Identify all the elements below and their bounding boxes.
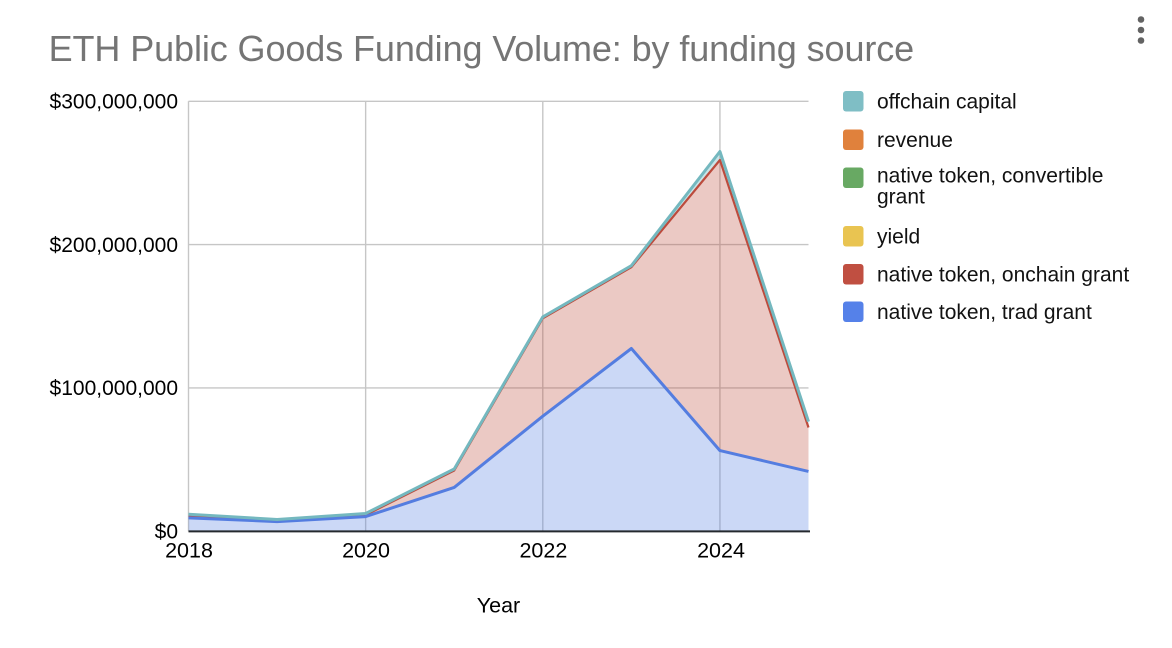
svg-text:$300,000,000: $300,000,000 [50,91,178,114]
svg-text:2024: 2024 [697,539,745,563]
svg-text:revenue: revenue [877,129,953,152]
svg-text:native token, trad grant: native token, trad grant [877,301,1092,324]
svg-text:ETH Public Goods Funding Volum: ETH Public Goods Funding Volume: by fund… [49,28,915,69]
svg-text:2020: 2020 [342,539,390,563]
svg-text:grant: grant [877,185,925,208]
svg-text:native token, onchain grant: native token, onchain grant [877,263,1129,286]
svg-text:$0: $0 [155,521,178,544]
svg-text:$100,000,000: $100,000,000 [50,377,178,400]
svg-text:yield: yield [877,225,920,248]
svg-text:Year: Year [477,593,520,617]
svg-text:native token, convertible: native token, convertible [877,164,1103,187]
svg-text:offchain capital: offchain capital [877,90,1017,113]
svg-text:$200,000,000: $200,000,000 [50,234,178,257]
svg-text:2022: 2022 [519,539,567,563]
svg-text:2018: 2018 [165,539,213,563]
